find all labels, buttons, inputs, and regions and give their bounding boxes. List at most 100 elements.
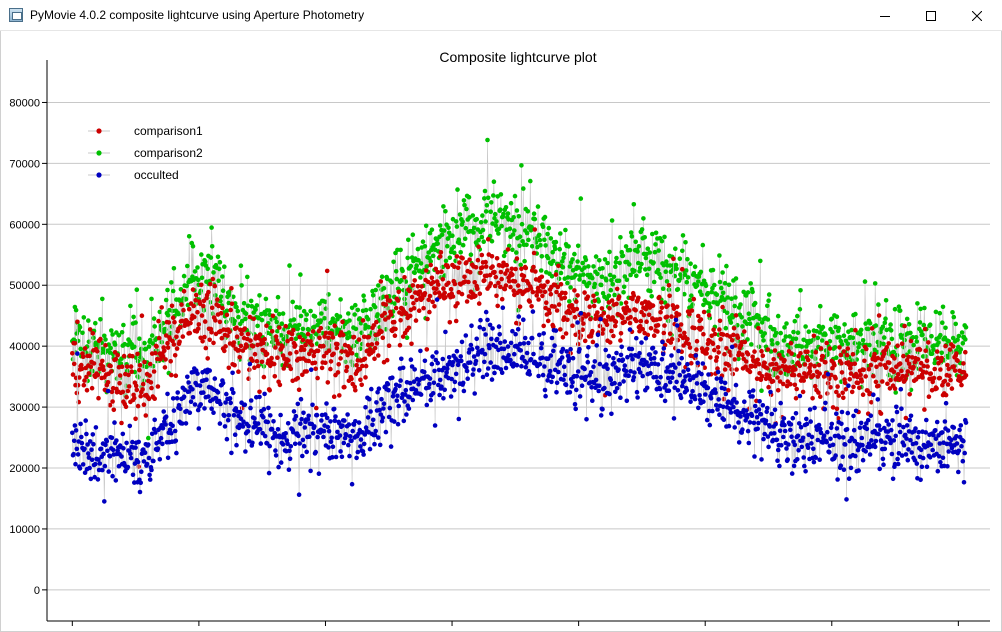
data-point xyxy=(918,477,923,483)
data-point xyxy=(871,392,876,398)
data-point xyxy=(860,457,866,463)
data-point xyxy=(714,292,720,298)
minimize-button[interactable] xyxy=(862,0,908,31)
data-point xyxy=(392,419,397,424)
data-point xyxy=(510,247,515,253)
data-point xyxy=(163,357,168,362)
data-point xyxy=(148,380,154,385)
data-point xyxy=(797,363,803,369)
data-point xyxy=(542,289,548,295)
data-point xyxy=(858,327,864,333)
data-point xyxy=(464,368,470,374)
data-point xyxy=(834,389,839,395)
data-point xyxy=(435,360,441,366)
data-point xyxy=(791,463,797,469)
data-point xyxy=(400,268,405,274)
data-point xyxy=(799,444,805,450)
data-point xyxy=(365,316,371,322)
data-point xyxy=(224,436,230,442)
data-point xyxy=(905,457,911,463)
data-point xyxy=(828,425,834,431)
data-point xyxy=(705,290,711,296)
data-point xyxy=(104,438,110,444)
data-point xyxy=(609,218,615,223)
data-point xyxy=(151,369,157,374)
close-button[interactable] xyxy=(954,0,1000,31)
data-point xyxy=(453,371,459,377)
data-point xyxy=(344,368,349,374)
data-point xyxy=(797,393,803,399)
data-point xyxy=(218,310,224,316)
data-point xyxy=(287,322,293,328)
data-point xyxy=(798,288,803,293)
data-point xyxy=(74,390,80,396)
data-point xyxy=(422,358,428,364)
data-point xyxy=(465,376,471,382)
data-point xyxy=(899,335,904,340)
data-point xyxy=(341,440,347,446)
data-point xyxy=(251,316,256,322)
data-point xyxy=(155,384,161,389)
data-point xyxy=(946,449,951,454)
data-point xyxy=(592,281,598,287)
data-point xyxy=(732,425,737,430)
data-point xyxy=(880,456,886,462)
data-point xyxy=(673,365,678,370)
data-point xyxy=(509,266,515,272)
data-point xyxy=(126,384,132,389)
data-point xyxy=(365,415,371,420)
data-point xyxy=(273,345,278,350)
data-point xyxy=(150,341,156,346)
data-point xyxy=(392,301,398,306)
data-point xyxy=(405,255,411,261)
data-point xyxy=(519,163,524,168)
data-point xyxy=(642,235,647,240)
maximize-button[interactable] xyxy=(908,0,954,31)
data-point xyxy=(752,349,757,354)
data-point xyxy=(659,305,665,311)
data-point xyxy=(457,212,463,217)
data-point xyxy=(862,279,868,284)
data-point xyxy=(605,366,610,372)
data-point xyxy=(522,335,528,341)
data-point xyxy=(332,323,338,329)
legend-label: comparison2 xyxy=(134,146,203,160)
data-point xyxy=(938,332,943,338)
data-point xyxy=(749,413,755,419)
data-point xyxy=(387,405,393,411)
data-point xyxy=(676,312,682,317)
data-point xyxy=(428,397,434,403)
data-point xyxy=(149,296,154,302)
data-point xyxy=(343,349,349,354)
chart-title: Composite lightcurve plot xyxy=(439,49,596,65)
data-point xyxy=(903,432,908,438)
data-point xyxy=(904,373,909,378)
data-point xyxy=(524,350,530,356)
data-point xyxy=(932,366,937,372)
data-point xyxy=(545,231,550,237)
data-point xyxy=(659,238,665,244)
data-point xyxy=(611,356,616,361)
data-point xyxy=(776,365,782,370)
legend-marker xyxy=(96,150,102,156)
data-point xyxy=(174,450,179,456)
data-point xyxy=(876,302,881,307)
data-point xyxy=(598,282,604,288)
data-point xyxy=(651,355,657,361)
data-point xyxy=(365,342,371,348)
data-point xyxy=(135,459,141,465)
data-point xyxy=(715,369,721,375)
data-point xyxy=(334,345,340,351)
data-point xyxy=(427,293,433,299)
data-point xyxy=(416,308,422,314)
data-point xyxy=(304,449,310,455)
data-point xyxy=(672,385,677,391)
lightcurve-plot[interactable]: Composite lightcurve plot 01000020000300… xyxy=(0,31,1002,632)
data-point xyxy=(576,265,582,270)
data-point xyxy=(163,422,168,427)
data-point xyxy=(492,283,498,289)
data-point xyxy=(561,377,566,383)
data-point xyxy=(71,451,76,457)
data-point xyxy=(789,351,794,356)
data-point xyxy=(372,356,377,362)
